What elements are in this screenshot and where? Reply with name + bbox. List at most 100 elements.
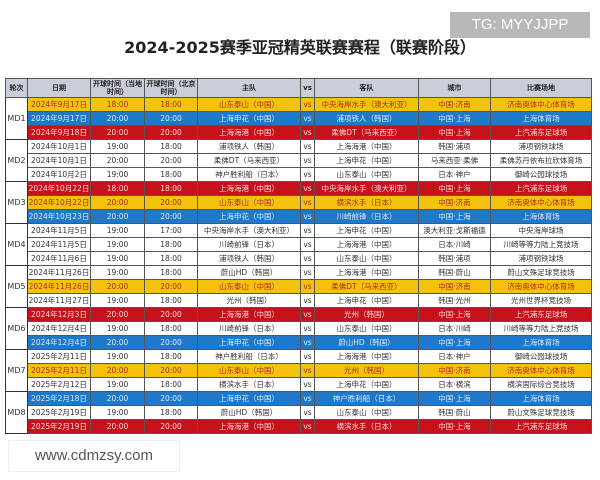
match-date: 2024年11月26日 xyxy=(27,265,91,280)
home-team: 横滨水手（日本） xyxy=(197,377,301,392)
city: 中国·济南 xyxy=(418,195,491,210)
round-label: MD3 xyxy=(5,181,28,224)
local-time: 20:00 xyxy=(90,363,145,378)
match-date: 2024年11月27日 xyxy=(27,293,91,308)
match-date: 2025年2月19日 xyxy=(27,405,91,420)
venue: 御崎公园球技场 xyxy=(490,349,592,364)
match-date: 2024年9月17日 xyxy=(27,97,91,112)
city: 韩国·浦项 xyxy=(418,139,491,154)
match-date: 2024年11月26日 xyxy=(27,279,91,294)
city: 韩国·光州 xyxy=(418,293,491,308)
local-time: 20:00 xyxy=(90,125,145,140)
vs-label: vs xyxy=(300,209,315,224)
match-date: 2024年12月4日 xyxy=(27,321,91,336)
match-row: 2025年2月12日 19:00 18:00 横滨水手（日本） vs 上海申花（中国） 日本… xyxy=(6,377,592,392)
away-team: 上海申花（中国） xyxy=(314,377,419,392)
home-team: 川崎前锋（日本） xyxy=(197,237,301,252)
beijing-time: 18:00 xyxy=(144,251,198,266)
away-team: 上海申花（中国） xyxy=(314,293,419,308)
home-team: 上海海港（中国） xyxy=(197,419,301,434)
local-time: 20:00 xyxy=(90,279,145,294)
local-time: 18:00 xyxy=(90,97,145,112)
match-row: MD4 2024年11月5日 19:00 17:00 中央海岸水手（澳大利亚） vs 上海申… xyxy=(5,223,592,266)
city: 中国·上海 xyxy=(418,209,491,224)
local-time: 19:00 xyxy=(90,167,145,182)
beijing-time: 20:00 xyxy=(144,125,198,140)
local-time: 19:00 xyxy=(90,405,145,420)
beijing-time: 18:00 xyxy=(144,167,198,182)
venue: 川崎等等力陆上竞技场 xyxy=(490,237,592,252)
city: 中国·济南 xyxy=(418,97,491,112)
home-team: 蔚山HD（韩国） xyxy=(197,265,301,280)
match-date: 2025年2月19日 xyxy=(27,419,91,434)
vs-label: vs xyxy=(300,265,315,280)
venue: 浦项钢铁球场 xyxy=(490,139,592,154)
beijing-time: 18:00 xyxy=(144,97,198,112)
match-row: 2024年12月4日 20:00 20:00 上海申花（中国） vs 蔚山HD（韩国） 中国… xyxy=(6,335,592,350)
vs-label: vs xyxy=(300,139,315,154)
round-label: MD8 xyxy=(5,391,28,434)
city: 中国·上海 xyxy=(418,391,491,406)
match-row: MD5 2024年11月26日 19:00 18:00 蔚山HD（韩国） vs 上海海港（中… xyxy=(5,265,592,308)
round-label: MD1 xyxy=(5,97,28,140)
beijing-time: 20:00 xyxy=(144,111,198,126)
vs-label: vs xyxy=(300,307,315,322)
round-label: MD2 xyxy=(5,139,28,182)
beijing-time: 20:00 xyxy=(144,363,198,378)
venue: 中央海岸球场 xyxy=(490,223,592,238)
beijing-time: 20:00 xyxy=(144,307,198,322)
venue: 济南奥体中心体育场 xyxy=(490,195,592,210)
vs-label: vs xyxy=(300,153,315,168)
match-date: 2025年2月11日 xyxy=(27,363,91,378)
home-team: 上海海港（中国） xyxy=(197,181,301,196)
home-team: 山东泰山（中国） xyxy=(197,97,301,112)
local-time: 19:00 xyxy=(90,139,145,154)
vs-label: vs xyxy=(300,363,315,378)
vs-label: vs xyxy=(300,181,315,196)
round-label: MD7 xyxy=(5,349,28,392)
away-team: 山东泰山（中国） xyxy=(314,167,419,182)
header-home: 主队 xyxy=(197,78,301,98)
city: 马来西亚·柔佛 xyxy=(418,153,491,168)
match-row: MD3 2024年10月22日 18:00 18:00 上海海港（中国） vs 中央海岸水手… xyxy=(5,181,592,224)
venue: 济南奥体中心体育场 xyxy=(490,279,592,294)
round-label: MD4 xyxy=(5,223,28,266)
venue: 上汽浦东足球场 xyxy=(490,419,592,434)
beijing-time: 18:00 xyxy=(144,181,198,196)
match-date: 2024年9月18日 xyxy=(27,125,91,140)
away-team: 川崎前锋（日本） xyxy=(314,209,419,224)
local-time: 19:00 xyxy=(90,223,145,238)
away-team: 上海申花（中国） xyxy=(314,153,419,168)
city: 日本·神户 xyxy=(418,349,491,364)
away-team: 光州（韩国） xyxy=(314,307,419,322)
city: 日本·神户 xyxy=(418,167,491,182)
match-row: 2024年9月18日 20:00 20:00 上海海港（中国） vs 柔佛DT（马来西亚）… xyxy=(6,125,592,140)
away-team: 蔚山HD（韩国） xyxy=(314,335,419,350)
home-team: 中央海岸水手（澳大利亚） xyxy=(197,223,301,238)
vs-label: vs xyxy=(300,237,315,252)
city: 中国·上海 xyxy=(418,307,491,322)
vs-label: vs xyxy=(300,405,315,420)
away-team: 柔佛DT（马来西亚） xyxy=(314,279,419,294)
local-time: 20:00 xyxy=(90,391,145,406)
city: 日本·横滨 xyxy=(418,377,491,392)
match-row: 2024年10月1日 20:00 20:00 柔佛DT（马来西亚） vs 上海申花（中国）… xyxy=(6,153,592,168)
home-team: 神户胜利船（日本） xyxy=(197,167,301,182)
match-row: 2025年2月19日 20:00 20:00 上海海港（中国） vs 横滨水手（日本） 中国… xyxy=(6,419,592,434)
venue: 光州世界杯竞技场 xyxy=(490,293,592,308)
match-date: 2024年11月5日 xyxy=(27,223,91,238)
match-row: 2024年10月22日 20:00 20:00 山东泰山（中国） vs 横滨水手（日本）中… xyxy=(6,195,592,210)
away-team: 上海申花（中国） xyxy=(314,223,419,238)
match-row: MD8 2025年2月18日 20:00 20:00 上海申花（中国） vs 神户胜利船（日… xyxy=(5,391,592,434)
away-team: 神户胜利船（日本） xyxy=(314,391,419,406)
local-time: 18:00 xyxy=(90,181,145,196)
venue: 川崎等等力陆上竞技场 xyxy=(490,321,592,336)
vs-label: vs xyxy=(300,293,315,308)
home-team: 浦项铁人（韩国） xyxy=(197,251,301,266)
match-row: 2024年10月23日 20:00 20:00 上海申花（中国） vs 川崎前锋（日本）中… xyxy=(6,209,592,224)
city: 澳大利亚·戈斯福德 xyxy=(418,223,491,238)
beijing-time: 20:00 xyxy=(144,209,198,224)
match-row: 2024年12月4日 19:00 18:00 川崎前锋（日本） vs 山东泰山（中国） 日本… xyxy=(6,321,592,336)
venue: 御崎公园球技场 xyxy=(490,167,592,182)
beijing-time: 18:00 xyxy=(144,139,198,154)
